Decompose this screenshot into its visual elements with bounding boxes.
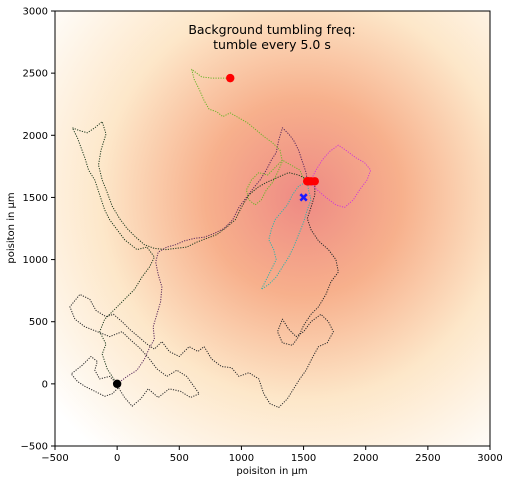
y-tick-label: 1500 <box>23 193 48 204</box>
target-x-marker <box>299 193 308 202</box>
plot-frame <box>54 10 491 447</box>
trajectory-1 <box>69 181 339 408</box>
trajectories <box>69 68 372 408</box>
x-tick-label: −500 <box>41 453 68 464</box>
y-tick-label: −500 <box>21 442 48 453</box>
start-point <box>112 379 122 389</box>
trajectory-4 <box>191 68 306 206</box>
plot-area <box>55 11 490 446</box>
y-tick-label: 2000 <box>23 131 48 142</box>
end-point-4 <box>226 73 235 83</box>
x-tick-label: 2000 <box>353 453 378 464</box>
chart-title-line-1: Background tumbling freq: <box>188 22 355 37</box>
x-axis-ticks: −500 0 500 1000 1500 2000 2500 3000 <box>41 446 503 464</box>
x-tick-label: 1500 <box>291 453 316 464</box>
x-axis-label: poisiton in μm <box>236 466 307 477</box>
y-axis-label: poisiton in μm <box>6 192 17 263</box>
y-axis-ticks: −500 0 500 1000 1500 2000 2500 3000 <box>21 7 55 453</box>
end-point-6 <box>304 177 313 186</box>
x-tick-label: 500 <box>170 453 189 464</box>
y-tick-label: 2500 <box>23 69 48 80</box>
y-tick-label: 0 <box>42 379 48 390</box>
x-tick-label: 3000 <box>477 453 502 464</box>
chart-title-line-2: tumble every 5.0 s <box>213 37 331 52</box>
concentration-background <box>55 11 490 446</box>
y-tick-label: 500 <box>29 317 48 328</box>
markers <box>112 73 319 389</box>
y-tick-label: 1000 <box>23 255 48 266</box>
x-tick-label: 2500 <box>415 453 440 464</box>
x-tick-label: 0 <box>114 453 120 464</box>
trajectory-3 <box>116 127 308 385</box>
y-tick-label: 3000 <box>23 7 48 18</box>
x-tick-label: 1000 <box>229 453 254 464</box>
